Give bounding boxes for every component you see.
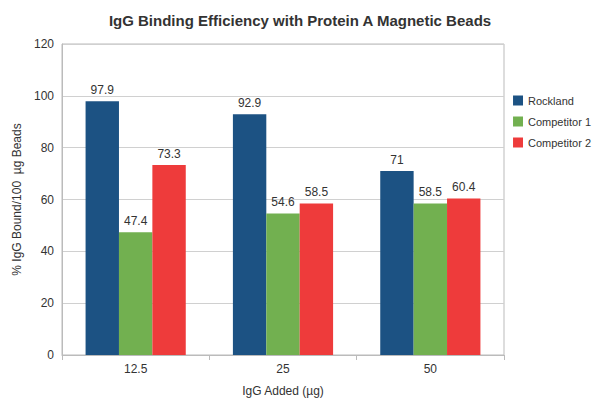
svg-text:120: 120	[34, 37, 54, 51]
svg-text:Rockland: Rockland	[528, 95, 574, 107]
svg-text:60: 60	[41, 193, 55, 207]
svg-text:0: 0	[47, 348, 54, 362]
svg-text:20: 20	[41, 296, 55, 310]
svg-text:100: 100	[34, 89, 54, 103]
svg-text:92.9: 92.9	[238, 96, 262, 110]
svg-text:54.6: 54.6	[271, 195, 295, 209]
svg-text:60.4: 60.4	[452, 180, 476, 194]
svg-text:58.5: 58.5	[419, 185, 443, 199]
svg-text:71: 71	[390, 153, 404, 167]
svg-text:IgG Binding Efficiency with Pr: IgG Binding Efficiency with Protein A Ma…	[109, 12, 491, 29]
svg-text:80: 80	[41, 141, 55, 155]
svg-text:% IgG Bound/100 µg Beads: % IgG Bound/100 µg Beads	[10, 123, 24, 275]
svg-text:12.5: 12.5	[124, 362, 148, 376]
svg-text:Competitor 2: Competitor 2	[528, 137, 591, 149]
svg-text:40: 40	[41, 244, 55, 258]
svg-text:97.9: 97.9	[91, 83, 115, 97]
svg-text:47.4: 47.4	[124, 214, 148, 228]
svg-text:25: 25	[276, 362, 290, 376]
svg-text:58.5: 58.5	[305, 185, 329, 199]
svg-text:IgG Added (µg): IgG Added (µg)	[242, 384, 324, 398]
svg-text:50: 50	[424, 362, 438, 376]
svg-text:73.3: 73.3	[157, 147, 181, 161]
svg-text:Competitor 1: Competitor 1	[528, 116, 591, 128]
